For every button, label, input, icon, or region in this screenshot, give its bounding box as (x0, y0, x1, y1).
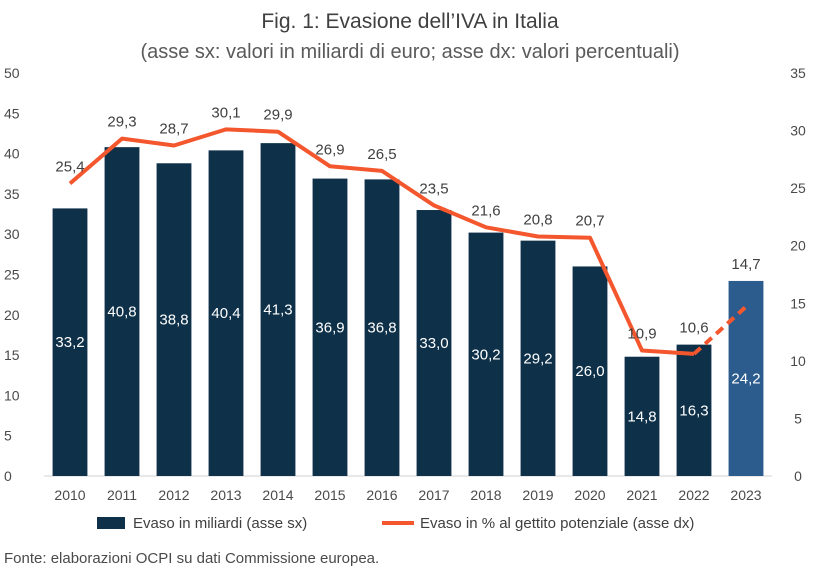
y-left-tick-label: 20 (4, 307, 20, 323)
bar (364, 179, 400, 476)
source-note: Fonte: elaborazioni OCPI su dati Commiss… (4, 550, 379, 567)
y-right-tick-label: 35 (790, 65, 806, 81)
bar (208, 150, 244, 476)
bar (260, 143, 296, 476)
line-value-label: 30,1 (211, 104, 240, 121)
legend-label-bar: Evaso in miliardi (asse sx) (133, 515, 307, 532)
x-tick-label: 2012 (158, 487, 189, 503)
bar (156, 163, 192, 476)
bar (572, 266, 608, 476)
line-solid (68, 127, 695, 356)
bar (416, 210, 452, 476)
y-left-tick-label: 35 (4, 186, 20, 202)
y-right-tick-label: 0 (794, 468, 802, 484)
line-value-label: 14,7 (731, 256, 760, 273)
x-tick-label: 2016 (366, 487, 397, 503)
y-right-tick-label: 30 (790, 123, 806, 139)
bar-value-label: 16,3 (679, 402, 708, 419)
bar (52, 208, 88, 476)
x-tick-label: 2015 (314, 487, 345, 503)
line-value-label: 23,5 (419, 180, 448, 197)
legend-swatch-bar (97, 517, 125, 529)
bar (312, 178, 348, 476)
bar-value-label: 36,9 (315, 319, 344, 336)
bar-value-label: 30,2 (471, 346, 500, 363)
bar-value-label: 33,2 (55, 334, 84, 351)
y-left-tick-label: 10 (4, 387, 20, 403)
bar-value-label: 38,8 (159, 312, 188, 329)
line-value-label: 20,8 (523, 212, 552, 229)
y-left-tick-label: 25 (4, 267, 20, 283)
left-axis: 0 5 10 15 20 25 30 35 40 45 50 (4, 65, 20, 484)
bar (520, 240, 556, 476)
line-value-label: 10,9 (627, 325, 656, 342)
bar (676, 344, 712, 476)
line-value-label: 26,9 (315, 141, 344, 158)
legend: Evaso in miliardi (asse sx) Evaso in % a… (97, 515, 694, 532)
line-dashed (692, 305, 748, 356)
bar-series (52, 143, 764, 477)
chart-title: Fig. 1: Evasione dell’IVA in Italia (261, 10, 559, 33)
line-value-label: 21,6 (471, 202, 500, 219)
x-tick-label: 2018 (470, 487, 501, 503)
legend-label-line: Evaso in % al gettito potenziale (asse d… (420, 515, 694, 532)
y-left-tick-label: 45 (4, 105, 20, 121)
bar (468, 232, 504, 476)
bar-value-label: 24,2 (731, 370, 760, 387)
x-tick-label: 2011 (107, 487, 137, 503)
line-value-label: 25,4 (55, 159, 84, 176)
bar-value-label: 41,3 (263, 302, 292, 319)
y-right-tick-label: 15 (790, 295, 806, 311)
x-tick-label: 2021 (626, 487, 657, 503)
line-value-label: 26,5 (367, 146, 396, 163)
x-axis-ticks: 2010 2011 2012 2013 2014 2015 2016 2017 2018 2019… (54, 487, 761, 503)
x-tick-label: 2022 (678, 487, 709, 503)
y-right-tick-label: 20 (790, 238, 806, 254)
line-series (68, 127, 748, 356)
bar-value-labels: 33,2 40,8 38,8 40,4 41,3 36,9 36,8 33,0 30,2 29,2… (55, 302, 760, 426)
y-left-tick-label: 50 (4, 65, 20, 81)
bar-value-label: 40,8 (107, 304, 136, 321)
bar-value-label: 36,8 (367, 320, 396, 337)
bar (624, 356, 660, 476)
y-left-tick-label: 40 (4, 146, 20, 162)
line-value-labels: 25,4 29,3 28,7 30,1 29,9 26,9 26,5 23,5 21,6 20,8… (55, 104, 760, 342)
y-left-tick-label: 30 (4, 226, 20, 242)
y-right-tick-label: 5 (794, 410, 802, 426)
right-axis: 0 5 10 15 20 25 30 35 (790, 65, 806, 484)
y-left-tick-label: 5 (4, 428, 12, 444)
y-left-tick-label: 0 (4, 468, 12, 484)
bar-value-label: 40,4 (211, 305, 240, 322)
bar (104, 147, 140, 477)
bar-value-label: 26,0 (575, 363, 604, 380)
y-left-tick-label: 15 (4, 347, 20, 363)
line-value-label: 29,9 (263, 107, 292, 124)
bar-value-label: 29,2 (523, 350, 552, 367)
line-value-label: 29,3 (107, 114, 136, 131)
line-value-label: 20,7 (575, 213, 604, 230)
bar-value-label: 33,0 (419, 335, 448, 352)
x-tick-label: 2014 (262, 487, 293, 503)
bar-value-label: 14,8 (627, 408, 656, 425)
x-tick-label: 2023 (730, 487, 761, 503)
x-tick-label: 2019 (522, 487, 553, 503)
x-tick-label: 2010 (54, 487, 85, 503)
line-value-label: 10,6 (679, 320, 708, 337)
y-right-tick-label: 25 (790, 180, 806, 196)
bar (728, 280, 764, 476)
y-right-tick-label: 10 (790, 353, 806, 369)
line-value-label: 28,7 (159, 121, 188, 138)
x-tick-label: 2020 (574, 487, 605, 503)
chart-subtitle: (asse sx: valori in miliardi di euro; as… (140, 41, 679, 63)
x-tick-label: 2017 (418, 487, 449, 503)
x-tick-label: 2013 (210, 487, 241, 503)
